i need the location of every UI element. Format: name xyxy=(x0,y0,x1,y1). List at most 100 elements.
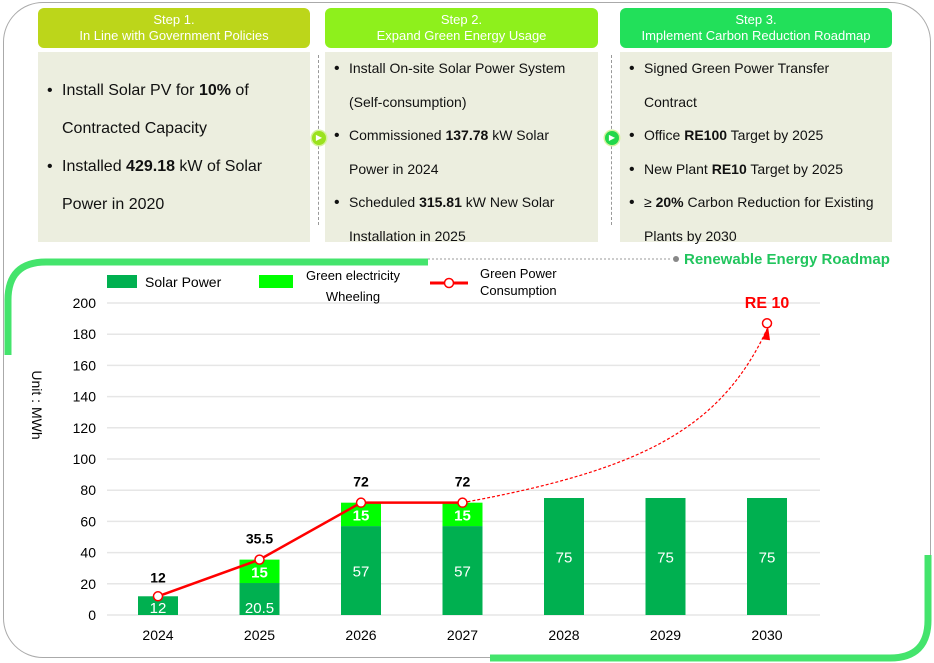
highlight: 429.18 xyxy=(126,158,175,175)
text: Carbon Reduction for Existing Plants by … xyxy=(644,194,874,244)
text: Install Solar PV for xyxy=(62,82,199,99)
bar-green-wheeling xyxy=(442,502,483,527)
y-tick-label: 180 xyxy=(73,326,97,342)
y-tick-label: 40 xyxy=(80,545,96,561)
bullet-item: Installed 429.18 kW of Solar Power in 20… xyxy=(38,148,300,224)
y-tick-label: 80 xyxy=(80,482,96,498)
bar-data-label: 75 xyxy=(657,550,674,567)
y-tick-label: 200 xyxy=(73,295,97,311)
target-label: RE 10 xyxy=(745,295,790,312)
bar-solar-power xyxy=(544,498,584,615)
step-title: Step 2. xyxy=(440,12,483,27)
line-data-label: 72 xyxy=(455,474,471,490)
bullet-item: Signed Green Power Transfer Contract xyxy=(620,52,882,119)
text: Signed Green Power Transfer Contract xyxy=(644,60,830,110)
text: Scheduled xyxy=(349,194,420,210)
line-data-label: 12 xyxy=(150,569,166,585)
x-tick-label: 2030 xyxy=(751,627,782,643)
text: Commissioned xyxy=(349,127,446,143)
text: Target by 2025 xyxy=(727,127,824,143)
x-tick-label: 2029 xyxy=(650,627,681,643)
play-arrow-icon: ▶ xyxy=(312,131,326,145)
bar-data-label: 15 xyxy=(251,564,268,581)
x-tick-label: 2027 xyxy=(447,627,478,643)
legend-swatch xyxy=(259,275,293,288)
highlight: RE100 xyxy=(684,127,728,143)
legend-label: Green Power xyxy=(480,266,557,281)
step-subtitle: In Line with Government Policies xyxy=(79,28,269,43)
legend-label: Solar Power xyxy=(145,274,222,290)
step-header: Step 3. Implement Carbon Reduction Roadma… xyxy=(620,8,892,48)
bullet-item: Commissioned 137.78 kW Solar Power in 20… xyxy=(325,119,588,186)
step-title: Step 1. xyxy=(153,12,195,27)
play-arrow-icon: ▶ xyxy=(605,131,619,145)
bullet-item: Scheduled 315.81 kW New Solar Installati… xyxy=(325,186,588,253)
legend-swatch xyxy=(107,275,137,288)
projection-curve xyxy=(462,329,768,504)
text: kW New Solar Installation in 2025 xyxy=(349,194,555,244)
bullet-item: ≥ 20% Carbon Reduction for Existing Plan… xyxy=(620,186,882,253)
bar-solar-power xyxy=(341,526,381,615)
bar-data-label: 75 xyxy=(556,550,573,567)
bar-data-label: 20.5 xyxy=(245,600,274,617)
text: ≥ xyxy=(644,194,656,210)
line-data-label: 35.5 xyxy=(246,531,273,547)
step-header: Step 1. In Line with Government Policies xyxy=(38,8,310,48)
legend-label: Green electricity xyxy=(306,268,400,283)
legend-marker xyxy=(443,277,455,289)
bar-green-wheeling xyxy=(239,559,280,584)
y-tick-label: 140 xyxy=(73,389,97,405)
text: New Plant xyxy=(644,160,712,177)
bar-solar-power xyxy=(747,498,787,615)
y-tick-label: 60 xyxy=(80,513,96,529)
bar-data-label: 15 xyxy=(454,507,471,524)
line-green-power-consumption xyxy=(157,501,463,598)
roadmap-title: Renewable Energy Roadmap xyxy=(684,251,890,268)
legend-label: Consumption xyxy=(480,283,557,298)
bar-data-label: 15 xyxy=(353,507,370,524)
y-tick-label: 120 xyxy=(73,420,97,436)
line-point xyxy=(254,554,265,565)
y-tick-label: 100 xyxy=(73,451,97,467)
x-tick-label: 2028 xyxy=(548,627,579,643)
step-subtitle: Expand Green Energy Usage xyxy=(376,28,547,43)
outer-frame xyxy=(3,2,931,658)
text: kW of Solar Power in 2020 xyxy=(62,158,263,213)
bar-data-label: 57 xyxy=(454,564,471,581)
arrowhead-icon xyxy=(762,326,770,341)
text: Installed xyxy=(62,158,127,175)
bar-solar-power xyxy=(239,583,280,615)
legend-label: Wheeling xyxy=(326,289,380,304)
x-tick-label: 2026 xyxy=(345,627,376,643)
bar-data-label: 12 xyxy=(150,600,167,617)
bar-data-label: 57 xyxy=(353,564,370,581)
step-body: Signed Green Power Transfer Contract Offi… xyxy=(620,52,892,244)
y-tick-label: 20 xyxy=(80,576,96,592)
highlight: 137.78 xyxy=(445,127,489,143)
x-tick-label: 2024 xyxy=(142,627,173,643)
step-title: Step 3. xyxy=(735,12,777,27)
bar-solar-power xyxy=(138,596,178,615)
bar-solar-power xyxy=(442,526,483,615)
connector-dot xyxy=(673,256,679,262)
text: kW Solar Power in 2024 xyxy=(349,127,549,177)
line-data-label: 72 xyxy=(353,474,369,490)
bullet-item: Install On-site Solar Power System (Self… xyxy=(325,52,588,119)
step-subtitle: Implement Carbon Reduction Roadmap xyxy=(641,28,871,43)
y-axis-label: Unit : MWh xyxy=(29,370,45,439)
text: Target by 2025 xyxy=(746,160,843,177)
target-point xyxy=(761,318,773,329)
step-body: Install Solar PV for 10% of Contracted C… xyxy=(38,52,310,242)
bullet-item: New Plant RE10 Target by 2025 xyxy=(620,153,882,187)
text: Office xyxy=(644,127,685,143)
highlight: 315.81 xyxy=(419,194,462,210)
highlight: 20% xyxy=(655,194,684,210)
step-header: Step 2. Expand Green Energy Usage xyxy=(325,8,598,48)
line-point xyxy=(355,497,367,508)
line-point xyxy=(152,591,164,602)
bullet-item: Office RE100 Target by 2025 xyxy=(620,119,882,153)
bar-solar-power xyxy=(645,498,686,615)
bullet-item: Install Solar PV for 10% of Contracted C… xyxy=(38,72,300,148)
frame-accent xyxy=(490,555,932,662)
